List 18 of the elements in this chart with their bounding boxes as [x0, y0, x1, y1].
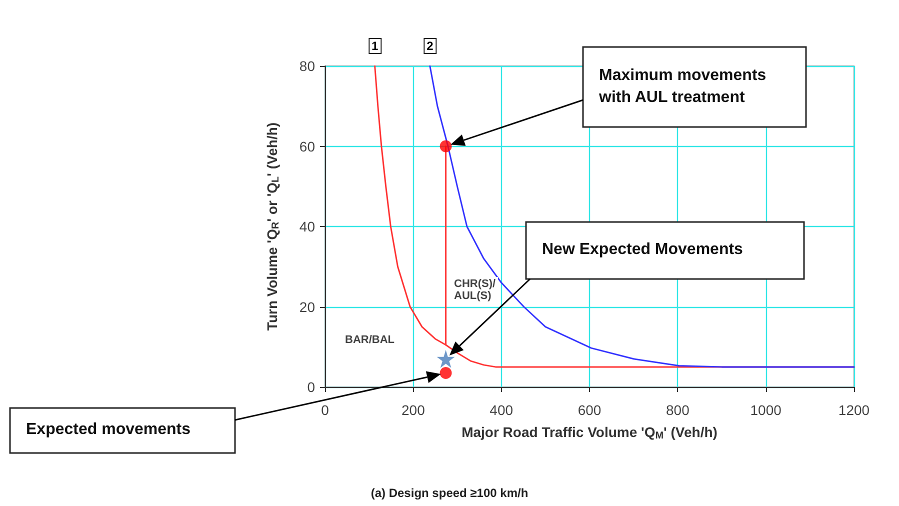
- annotation: CHR(S)/ AUL(S): [452, 277, 498, 303]
- y-tick-label: 40: [299, 218, 316, 234]
- annotation: BAR/BAL: [343, 333, 396, 347]
- x-tick-label: 200: [401, 402, 426, 418]
- y-tick-label: 20: [299, 298, 316, 315]
- text: (a) Design speed ≥100 km/h: [370, 486, 530, 500]
- x-tick-label: 1000: [750, 402, 782, 418]
- annotation: 1: [368, 38, 382, 54]
- x-tick-label: 1200: [838, 402, 870, 418]
- x-tick-label: 400: [490, 402, 514, 418]
- y-tick-label: 60: [299, 138, 316, 154]
- annotation: 2: [424, 38, 436, 54]
- x-tick-label: 0: [321, 402, 330, 418]
- x-tick-label: 600: [578, 402, 602, 418]
- y-axis-title: Turn Volume 'QR' or 'QL' (Veh/h): [264, 122, 282, 331]
- y-tick-label: 0: [307, 379, 316, 395]
- y-tick-label: 80: [299, 58, 316, 74]
- x-tick-label: 800: [666, 402, 690, 418]
